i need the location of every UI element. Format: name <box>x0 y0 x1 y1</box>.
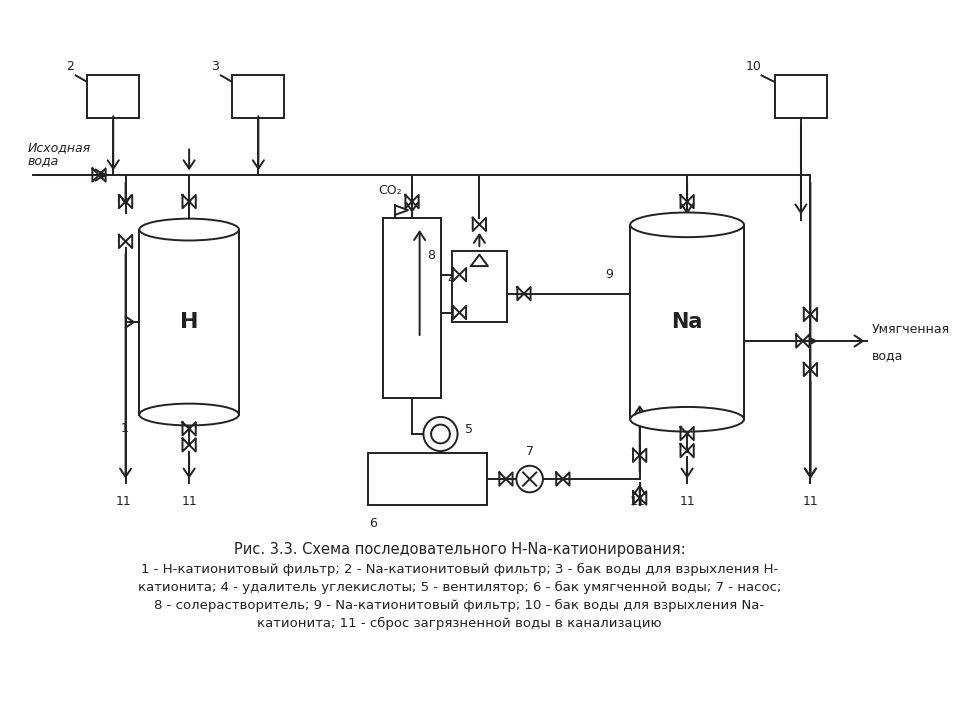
Text: 3: 3 <box>211 60 219 73</box>
Text: 9: 9 <box>606 268 613 281</box>
Text: 11: 11 <box>630 495 646 508</box>
Circle shape <box>516 466 543 492</box>
Text: 7: 7 <box>526 445 534 458</box>
Text: катионита; 11 - сброс загрязненной воды в канализацию: катионита; 11 - сброс загрязненной воды … <box>257 617 661 630</box>
Ellipse shape <box>139 219 239 240</box>
Ellipse shape <box>630 407 744 431</box>
Ellipse shape <box>139 404 239 426</box>
Text: 8 - солерастворитель; 9 - Na-катионитовый фильтр; 10 - бак воды для взрыхления N: 8 - солерастворитель; 9 - Na-катионитовы… <box>155 599 764 612</box>
Text: 11: 11 <box>680 495 695 508</box>
Text: 11: 11 <box>803 495 818 508</box>
Bar <box>369 453 487 505</box>
Text: вода: вода <box>872 348 903 361</box>
Text: 5: 5 <box>466 423 473 436</box>
Bar <box>775 76 827 118</box>
Text: 4: 4 <box>447 273 455 286</box>
Text: 11: 11 <box>181 495 197 508</box>
Text: Исходная: Исходная <box>28 141 91 154</box>
Text: катионита; 4 - удалитель углекислоты; 5 - вентилятор; 6 - бак умягченной воды; 7: катионита; 4 - удалитель углекислоты; 5 … <box>138 581 781 594</box>
Text: Рис. 3.3. Схема последовательного Н-Na-катионирования:: Рис. 3.3. Схема последовательного Н-Na-к… <box>233 542 685 557</box>
Text: 2: 2 <box>66 60 74 73</box>
Bar <box>452 251 507 322</box>
Text: вода: вода <box>28 155 60 168</box>
Bar <box>630 225 744 419</box>
Bar <box>87 76 139 118</box>
Text: Na: Na <box>671 312 703 332</box>
Text: Н: Н <box>180 312 199 332</box>
Text: 6: 6 <box>370 518 377 531</box>
Text: Умягченная: Умягченная <box>872 323 950 336</box>
Polygon shape <box>395 205 408 215</box>
Text: 1: 1 <box>121 422 129 436</box>
Bar <box>139 230 239 415</box>
Text: CO₂: CO₂ <box>378 184 402 197</box>
Bar <box>232 76 284 118</box>
Text: 8: 8 <box>427 249 435 262</box>
Ellipse shape <box>630 212 744 237</box>
Bar <box>383 217 442 398</box>
Text: 11: 11 <box>116 495 132 508</box>
Text: 1 - Н-катионитовый фильтр; 2 - Na-катионитовый фильтр; 3 - бак воды для взрыхлен: 1 - Н-катионитовый фильтр; 2 - Na-катион… <box>141 563 779 576</box>
Text: 10: 10 <box>746 60 762 73</box>
Circle shape <box>423 417 458 451</box>
